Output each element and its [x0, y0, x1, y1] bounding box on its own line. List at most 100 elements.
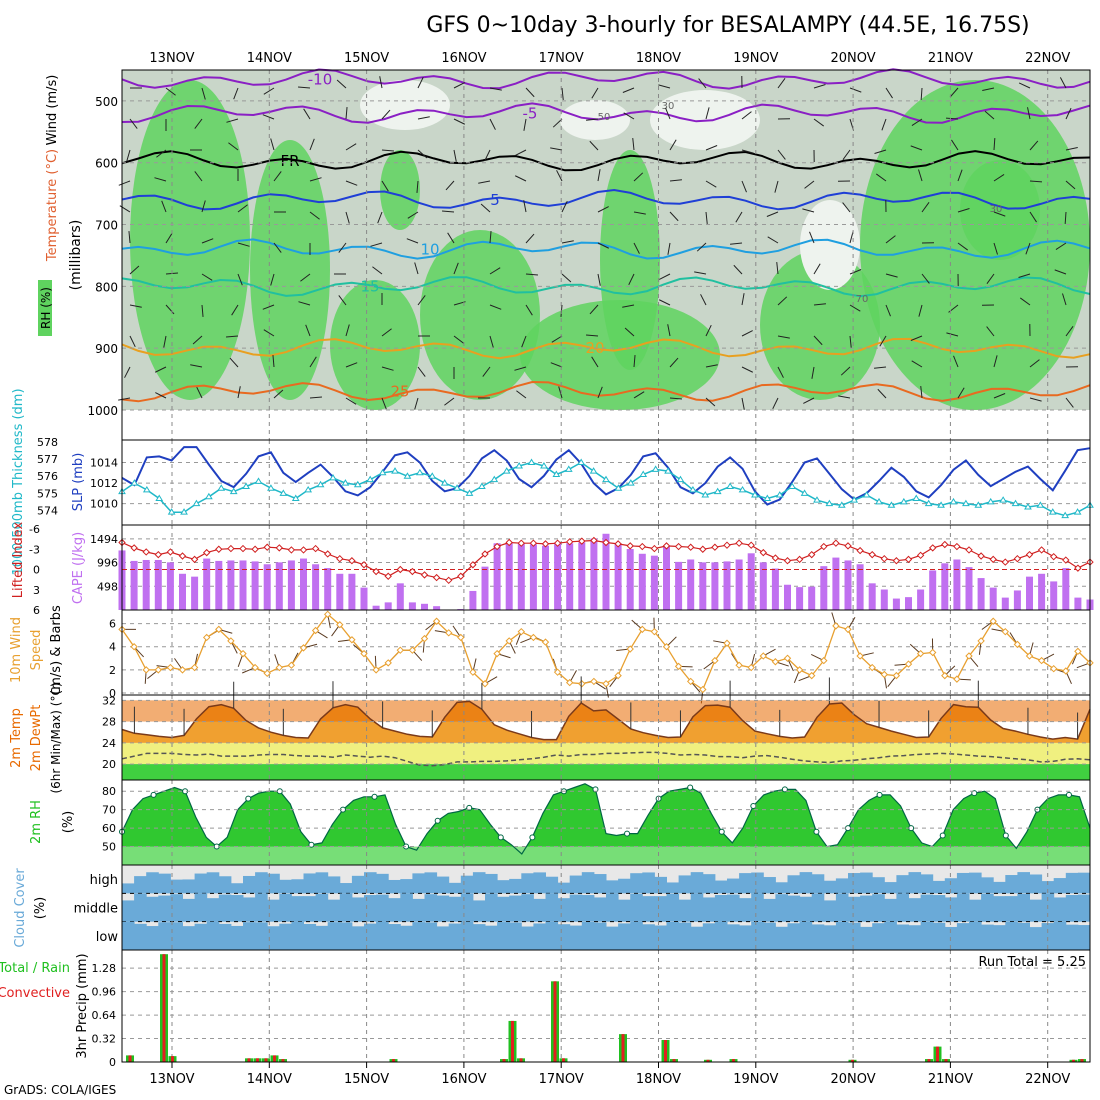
thickness-point — [813, 496, 821, 503]
wind-barb — [589, 304, 599, 315]
wind-barb — [345, 107, 348, 120]
wind-barb — [417, 366, 426, 377]
li-point — [565, 538, 574, 546]
wind-barb — [453, 149, 457, 162]
wind-speed-point — [916, 649, 925, 658]
cape-bar — [203, 558, 211, 610]
cloud-cell — [497, 880, 510, 894]
wind-barb — [874, 149, 887, 154]
li-point — [711, 543, 719, 551]
thickness-point — [1061, 511, 1070, 519]
isotherm-line — [121, 150, 1091, 172]
li-point — [590, 536, 598, 545]
cloud-cell — [279, 879, 292, 894]
wind-barb — [777, 149, 786, 160]
cape-bar — [590, 538, 598, 610]
wind-barb — [300, 273, 311, 282]
cloud-cell — [218, 876, 232, 894]
wind-barb — [879, 335, 887, 347]
cloud-cell — [835, 921, 849, 950]
panels: -10-5FR510152025503070305006007008009001… — [0, 68, 1094, 1069]
cloud-cell — [485, 893, 498, 922]
y-tick-label: 1000 — [87, 404, 118, 418]
li-point — [1049, 552, 1058, 561]
cloud-cell — [230, 883, 244, 894]
li-point — [638, 542, 647, 551]
thickness-point — [912, 494, 921, 501]
wind-barb — [447, 232, 455, 244]
wind-barb — [667, 242, 671, 255]
cloud-cell — [823, 925, 837, 950]
cloud-cell — [872, 923, 885, 950]
cloud-cell — [472, 924, 486, 950]
wind-barb — [226, 118, 239, 123]
cloud-cell — [654, 876, 667, 894]
cloud-cell — [557, 898, 571, 922]
wind-barb — [633, 242, 640, 254]
cloud-cell — [932, 895, 946, 922]
cloud-cell — [533, 872, 546, 894]
cape-bar — [275, 562, 283, 610]
wind-barb — [165, 232, 173, 244]
wind-barb — [911, 360, 923, 368]
wind-barb — [633, 172, 644, 182]
wind-barb — [633, 211, 646, 215]
band-28-32 — [122, 700, 1090, 722]
li-point — [807, 550, 816, 559]
wind-speed-point — [650, 627, 659, 636]
wind-barb — [918, 169, 923, 182]
y-tick-label: 1.28 — [92, 962, 117, 975]
cloud-cell — [1077, 925, 1091, 950]
thickness-point — [688, 485, 697, 493]
wind-barb — [379, 76, 383, 89]
rh-point — [434, 817, 441, 824]
cloud-cell — [230, 925, 244, 950]
wind-barb — [345, 362, 358, 368]
thickness-point — [552, 470, 561, 478]
thickness-point — [453, 484, 461, 491]
cloud-cell — [1017, 893, 1030, 922]
rh-legend-swatch — [38, 280, 52, 336]
wind-barb — [885, 273, 898, 278]
cape-bar — [191, 576, 199, 610]
cape-bar — [832, 557, 840, 610]
cloud-cell — [799, 896, 813, 922]
wind-barb — [126, 149, 131, 162]
li-point — [384, 572, 392, 580]
wind-speed-point — [904, 660, 913, 668]
thickness-point — [589, 467, 598, 474]
panel-precip: 0 0.32 0.64 0.96 1.28 Run Total = 5.25 Total /… — [0, 949, 1091, 1069]
cloud-cell — [557, 882, 571, 894]
li-point — [481, 550, 489, 558]
wind-barb — [196, 386, 203, 399]
wind-barb — [489, 304, 502, 310]
wind-barb — [802, 208, 815, 213]
cloud-cell — [944, 926, 958, 950]
cloud-cell — [618, 899, 631, 922]
cloud-cell — [327, 876, 341, 894]
cloud-cell — [763, 922, 776, 950]
wind-barb — [705, 364, 718, 368]
cloud-cell — [944, 878, 958, 894]
cloud-cell — [122, 883, 135, 894]
wind-barb — [772, 397, 779, 410]
wind-barb — [1029, 359, 1040, 368]
cape-bar — [517, 543, 525, 610]
wind-barb — [622, 87, 635, 93]
y-tick-label-left: 576 — [37, 470, 58, 483]
cloud-cell — [569, 925, 583, 950]
li-point — [541, 540, 550, 548]
cloud-cell — [460, 893, 474, 922]
wind-barb — [1025, 242, 1031, 255]
temp-line — [121, 700, 1091, 741]
cloud-cell — [327, 922, 341, 950]
cloud-cell — [388, 898, 401, 922]
wind-barb — [1064, 211, 1067, 225]
li-point — [323, 550, 332, 558]
li-point — [892, 557, 901, 565]
cloud-cell — [206, 872, 220, 894]
wind-barb — [556, 170, 563, 182]
wind-speed-point — [977, 637, 985, 645]
cloud-cell — [618, 878, 631, 894]
y-tick-label-left: 6 — [33, 604, 40, 617]
